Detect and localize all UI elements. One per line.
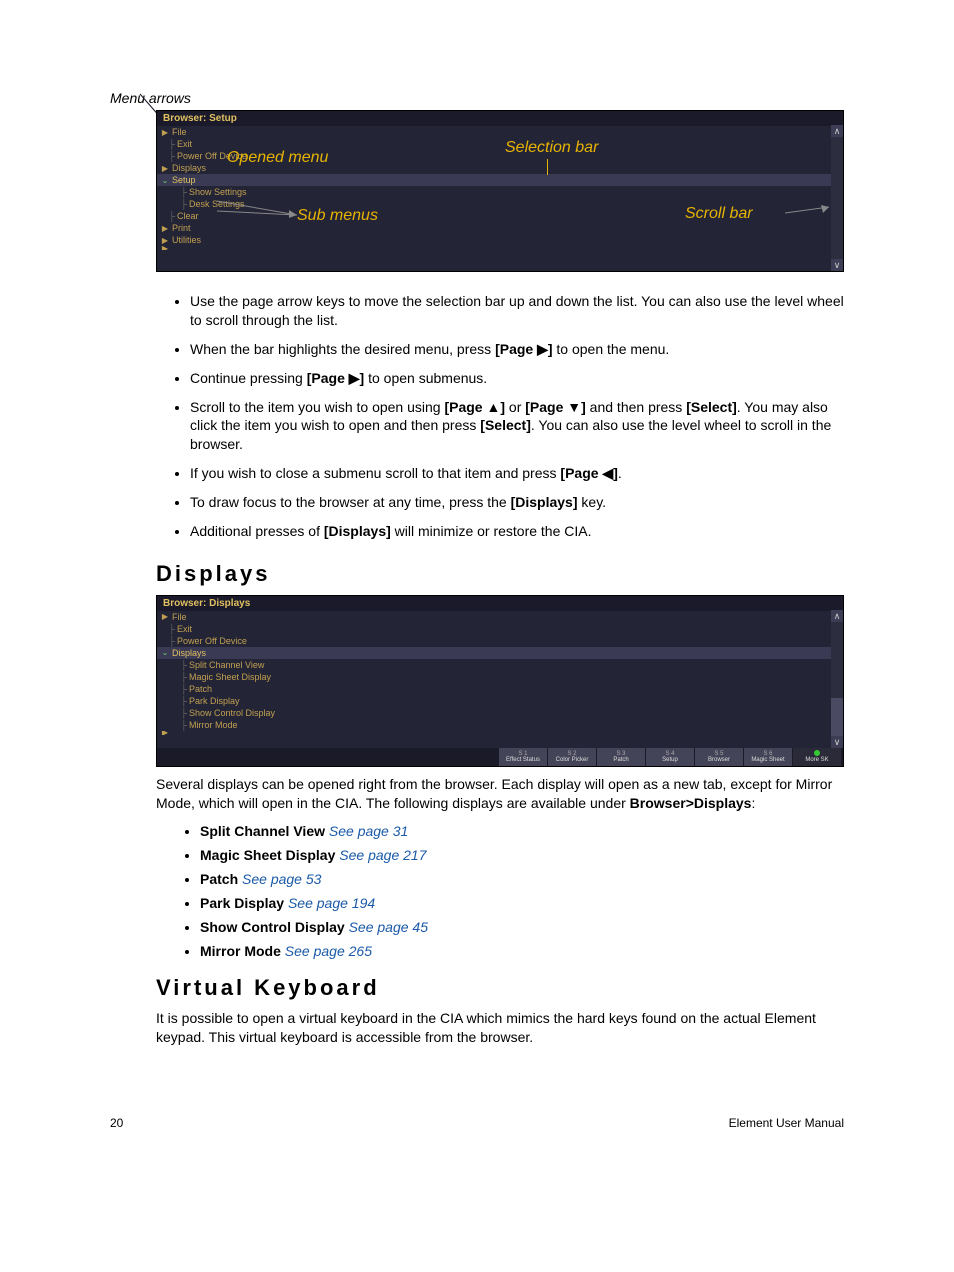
page-link[interactable]: See page 45 [349,919,428,935]
menu-row[interactable]: ▶File [157,611,843,623]
menu-row[interactable]: ├Patch [157,683,843,695]
softkey-bar: S 1Effect StatusS 2Color PickerS 3PatchS… [157,748,843,766]
page-link[interactable]: See page 265 [285,943,372,959]
menu-arrows-label: Menu arrows [110,90,844,106]
fig1-title: Browser: Setup [157,111,843,126]
softkey[interactable]: S 1Effect Status [499,748,547,766]
instruction-item: Additional presses of [Displays] will mi… [190,522,844,541]
display-name: Patch [200,871,238,887]
menu-row[interactable]: ├Power Off Device [157,635,843,647]
opened-menu-callout: Opened menu [227,149,328,167]
display-name: Magic Sheet Display [200,847,335,863]
page-link[interactable]: See page 194 [288,895,375,911]
menu-row[interactable]: ├Split Channel View [157,659,843,671]
page-link[interactable]: See page 217 [339,847,426,863]
menu-row[interactable]: ▶Print [157,222,843,234]
menu-row[interactable]: ├Show Settings [157,186,843,198]
fig1-scrollbar[interactable]: ∧ ∨ [831,125,843,271]
display-link-item: Show Control Display See page 45 [200,919,844,935]
menu-row[interactable]: ├Park Display [157,695,843,707]
fig2-scrollbar[interactable]: ∧ ∨ [831,610,843,766]
doc-title: Element User Manual [729,1116,844,1130]
selection-bar-callout: Selection bar [505,139,598,157]
display-name: Park Display [200,895,284,911]
softkey[interactable]: S 2Color Picker [548,748,596,766]
menu-row[interactable]: ├Exit [157,623,843,635]
display-name: Mirror Mode [200,943,281,959]
displays-link-list: Split Channel View See page 31 Magic Shee… [200,823,844,959]
displays-paragraph: Several displays can be opened right fro… [156,775,844,813]
softkey[interactable]: S 6Magic Sheet [744,748,792,766]
scroll-bar-callout: Scroll bar [685,205,753,223]
page-up-icon: ▲ [486,399,500,415]
display-name: Show Control Display [200,919,345,935]
fig2-title: Browser: Displays [157,596,843,611]
instruction-item: Continue pressing [Page ▶] to open subme… [190,369,844,388]
displays-heading: Displays [156,561,844,587]
display-name: Split Channel View [200,823,325,839]
page-number: 20 [110,1116,123,1130]
instruction-list: Use the page arrow keys to move the sele… [190,292,844,541]
instruction-item: Use the page arrow keys to move the sele… [190,292,844,330]
menu-row[interactable]: ├Mirror Mode [157,719,843,731]
scroll-up-button[interactable]: ∧ [831,610,843,622]
page-link[interactable]: See page 31 [329,823,408,839]
virtual-keyboard-paragraph: It is possible to open a virtual keyboar… [156,1009,844,1047]
page-right-icon: ▶ [349,370,360,386]
figure-browser-setup: Browser: Setup ▶File├Exit├Power Off Devi… [156,110,844,272]
page-link[interactable]: See page 53 [242,871,321,887]
softkey[interactable]: S 5Browser [695,748,743,766]
scroll-down-button[interactable]: ∨ [831,736,843,748]
instruction-item: If you wish to close a submenu scroll to… [190,464,844,483]
softkey[interactable]: More SK [793,748,841,766]
display-link-item: Patch See page 53 [200,871,844,887]
scroll-up-button[interactable]: ∧ [831,125,843,137]
virtual-keyboard-heading: Virtual Keyboard [156,975,844,1001]
page-right-icon: ▶ [537,341,548,357]
page-footer: 20 Element User Manual [110,1116,844,1130]
selection-cursor [547,159,548,175]
instruction-item: To draw focus to the browser at any time… [190,493,844,512]
menu-row[interactable]: ⌄Setup [157,174,843,186]
menu-row[interactable]: ├Show Control Display [157,707,843,719]
menu-row[interactable]: ▶File [157,126,843,138]
menu-row[interactable]: ⌄Displays [157,647,843,659]
sub-menus-callout: Sub menus [297,207,378,225]
softkey[interactable]: S 3Patch [597,748,645,766]
menu-row[interactable]: ▶Utilities [157,234,843,246]
menu-row: ▶ [157,731,843,735]
softkey[interactable]: S 4Setup [646,748,694,766]
scroll-down-button[interactable]: ∨ [831,259,843,271]
page-left-icon: ◀ [602,465,613,481]
page-down-icon: ▼ [567,399,581,415]
display-link-item: Mirror Mode See page 265 [200,943,844,959]
display-link-item: Split Channel View See page 31 [200,823,844,839]
display-link-item: Magic Sheet Display See page 217 [200,847,844,863]
menu-row: ▶ [157,246,843,250]
instruction-item: When the bar highlights the desired menu… [190,340,844,359]
menu-row[interactable]: ├Magic Sheet Display [157,671,843,683]
display-link-item: Park Display See page 194 [200,895,844,911]
instruction-item: Scroll to the item you wish to open usin… [190,398,844,455]
figure-browser-displays: Browser: Displays ▶File├Exit├Power Off D… [156,595,844,767]
